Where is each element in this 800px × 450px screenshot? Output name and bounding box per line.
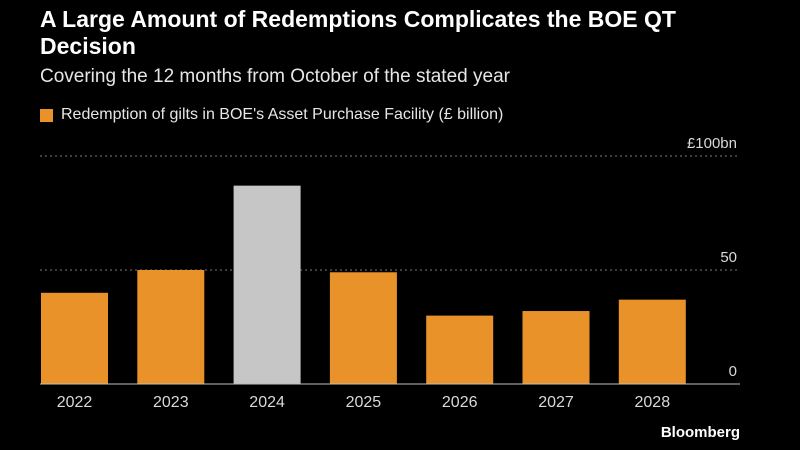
bar-2026 (426, 315, 494, 384)
bar-2022 (41, 292, 108, 384)
legend-label: Redemption of gilts in BOE's Asset Purch… (61, 106, 504, 123)
x-tick-label: 2023 (153, 394, 189, 411)
chart-title: A Large Amount of Redemptions Complicate… (40, 6, 676, 59)
bar-2023 (137, 270, 205, 384)
x-tick-label: 2027 (538, 394, 574, 411)
y-tick-label: £100bn (687, 135, 737, 152)
x-tick-label: 2025 (346, 394, 382, 411)
y-tick-label: 50 (720, 249, 737, 266)
x-tick-label: 2024 (249, 394, 285, 411)
bar-2024 (233, 185, 301, 384)
x-tick-label: 2026 (442, 394, 478, 411)
bar-2025 (329, 272, 397, 384)
chart-subtitle: Covering the 12 months from October of t… (40, 66, 510, 87)
bloomberg-logo: Bloomberg (660, 424, 740, 441)
y-tick-label: 0 (729, 363, 737, 380)
x-tick-label: 2028 (635, 394, 671, 411)
bar-2028 (618, 299, 686, 384)
legend: Redemption of gilts in BOE's Asset Purch… (40, 106, 503, 124)
legend-swatch (40, 108, 53, 122)
x-tick-label: 2022 (57, 394, 93, 411)
bar-2027 (522, 311, 590, 384)
